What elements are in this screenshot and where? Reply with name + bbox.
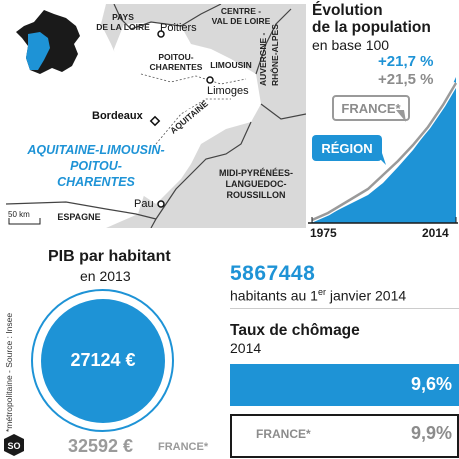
- poitiers-marker: [157, 30, 165, 38]
- label-centre-val-de-loire: CENTRE - VAL DE LOIRE: [211, 6, 271, 26]
- internal-border-1: [140, 73, 247, 85]
- label-midi-pyrenees: MIDI-PYRÉNÉES- LANGUEDOC- ROUSSILLON: [218, 168, 293, 200]
- population-region-value: +21,7 %: [378, 53, 434, 70]
- chomage-subtitle: 2014: [230, 340, 262, 356]
- city-pau: Pau: [134, 198, 154, 210]
- chomage-france-bar: [230, 414, 459, 458]
- population-france-label: FRANCE*: [332, 95, 410, 121]
- habitants-label: habitants au 1er janvier 2014: [230, 287, 407, 304]
- pib-france-ring: [31, 289, 174, 432]
- border-east-1: [255, 8, 292, 75]
- scale-label: 50 km: [8, 210, 30, 219]
- region-area-fill: [312, 77, 456, 223]
- france-inset-map: [16, 10, 80, 74]
- region-callout-pointer: [374, 153, 386, 165]
- chomage-france-value: 9,9%: [410, 423, 452, 443]
- city-poitiers: Poitiers: [160, 22, 197, 34]
- france-callout-pointer: [396, 110, 406, 122]
- river: [130, 108, 192, 133]
- pib-title: PIB par habitant: [48, 248, 171, 265]
- border-east-2: [260, 103, 306, 120]
- population-chart: [308, 77, 458, 224]
- city-limoges: Limoges: [207, 85, 249, 97]
- habitants-value: 5867448: [230, 262, 316, 285]
- population-title: Évolution de la population: [312, 2, 431, 36]
- divider: [230, 308, 459, 309]
- region-area: [114, 22, 261, 204]
- chomage-region-value: 9,6%: [410, 374, 452, 394]
- label-poitou-charentes: POITOU- CHARENTES: [149, 52, 203, 72]
- bordeaux-marker: [149, 115, 161, 127]
- label-limousin: LIMOUSIN: [210, 60, 252, 70]
- chomage-region-bar: [230, 364, 459, 406]
- pau-marker: [157, 200, 165, 208]
- chomage-france-label: FRANCE*: [256, 427, 311, 441]
- france-line: [311, 82, 458, 222]
- region-highlight: [26, 32, 50, 70]
- pib-france-value: 32592 €: [68, 436, 134, 456]
- border-south: [150, 121, 252, 228]
- chomage-title: Taux de chômage: [230, 322, 360, 339]
- internal-border-2: [155, 98, 231, 145]
- population-france-value: +21,5 %: [378, 71, 434, 88]
- city-bordeaux: Bordeaux: [92, 110, 143, 122]
- label-pays-de-la-loire: PAYS DE LA LOIRE: [96, 12, 150, 32]
- region-map: PAYS DE LA LOIRE CENTRE - VAL DE LOIRE Poi…: [6, 4, 306, 228]
- limoges-marker: [206, 76, 214, 84]
- pib-subtitle: en 2013: [80, 268, 131, 284]
- population-x-start: 1975: [310, 226, 337, 240]
- region-name: AQUITAINE-LIMOUSIN- POITOU- CHARENTES: [27, 143, 165, 189]
- source-note: *métropolitaine - Source : Insee: [4, 312, 14, 432]
- population-region-label: RÉGION: [312, 135, 382, 161]
- border-north: [113, 4, 222, 30]
- pib-region-circle: [41, 299, 165, 423]
- population-x-end: 2014: [422, 226, 449, 240]
- pib-france-label: FRANCE*: [158, 441, 209, 453]
- scale-bar: [8, 218, 41, 225]
- border-spain: [6, 201, 157, 220]
- sud-ouest-logo-icon: SO: [4, 434, 24, 456]
- pib-region-value: 27124 €: [70, 350, 136, 370]
- population-subtitle: en base 100: [312, 37, 390, 53]
- label-espagne: ESPAGNE: [57, 212, 101, 222]
- svg-text:SO: SO: [7, 441, 20, 451]
